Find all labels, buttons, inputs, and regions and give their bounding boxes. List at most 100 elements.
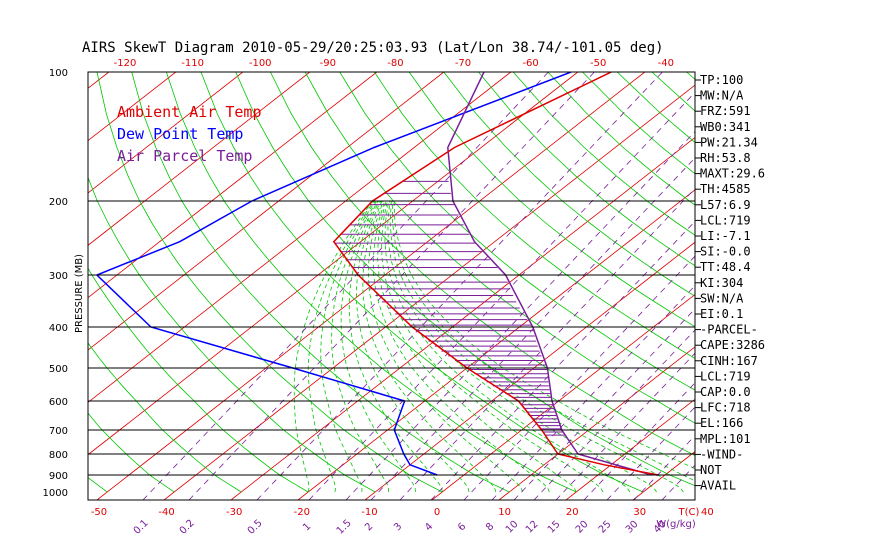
moist-adiabat-line [320, 200, 376, 493]
isotherm-line [834, 72, 870, 500]
mixing-ratio-tick-label: 2 [363, 521, 375, 533]
bottom-temp-tick-label: 30 [633, 507, 646, 518]
index-value: LFC:718 [700, 401, 751, 415]
index-value: L57:6.9 [700, 198, 751, 212]
legend: Ambient Air Temp Dew Point Temp Air Parcel… [117, 103, 262, 165]
isotherm-line [297, 189, 695, 500]
chart-title: AIRS SkewT Diagram 2010-05-29/20:25:03.9… [82, 40, 664, 56]
mixing-ratio-tick-label: 6 [456, 521, 468, 533]
index-value: CAPE:3286 [700, 338, 765, 352]
moist-adiabat-line [331, 200, 389, 493]
mixing-ratio-line [430, 220, 695, 500]
mixing-ratio-tick-label: 20 [574, 519, 591, 536]
isotherm-line [565, 398, 695, 500]
dry-adiabat-line [791, 72, 870, 492]
moist-adiabat-line [393, 200, 695, 470]
index-value: CINH:167 [700, 354, 758, 368]
dry-adiabat-line [131, 72, 510, 493]
mixing-ratio-line [513, 308, 695, 500]
index-value: TP:100 [700, 73, 743, 87]
bottom-temp-tick-label: -30 [226, 507, 242, 518]
dry-adiabat-line [756, 72, 870, 492]
isotherm-line [88, 72, 311, 246]
index-value: RH:53.8 [700, 151, 751, 165]
mixing-ratio-line [345, 130, 695, 500]
mixing-ratio-tick-label: 1.5 [335, 518, 354, 537]
bottom-temp-tick-label: -10 [361, 507, 377, 518]
mixing-ratio-line [256, 72, 663, 500]
dew-point-temp-line [95, 72, 572, 476]
index-value: -PARCEL- [700, 323, 758, 337]
index-value: LCL:719 [700, 369, 751, 383]
index-value: FRZ:591 [700, 104, 751, 118]
bottom-temp-tick-label: 20 [566, 507, 579, 518]
pressure-tick-label: 1000 [43, 488, 68, 499]
dry-adiabat-line [825, 72, 870, 492]
mixing-ratio-line [491, 285, 695, 500]
top-temp-tick-label: -100 [249, 58, 272, 69]
pressure-tick-label: 600 [49, 397, 68, 408]
dry-adiabat-line [88, 267, 309, 493]
pressure-tick-label: 200 [49, 197, 68, 208]
mixing-ratio-unit-label: W(g/kg) [656, 519, 696, 530]
isotherm-line [88, 72, 244, 194]
dry-adiabat-line [88, 342, 242, 493]
isotherm-line [767, 72, 870, 500]
bottom-temp-tick-label: 10 [498, 507, 511, 518]
top-temp-tick-label: -40 [658, 58, 674, 69]
pressure-tick-label: 500 [49, 364, 68, 375]
index-value: TT:48.4 [700, 260, 751, 274]
mixing-ratio-tick-label: 0.1 [132, 518, 151, 537]
index-value: KI:304 [700, 276, 743, 290]
dry-adiabat-line [200, 72, 644, 493]
pressure-tick-label: 800 [49, 450, 68, 461]
index-value: AVAIL [700, 479, 736, 493]
temp-unit-label: T(C) [678, 507, 700, 518]
mixing-ratio-line [463, 255, 695, 500]
top-temp-tick-label: -80 [387, 58, 403, 69]
legend-entry: Air Parcel Temp [117, 147, 252, 165]
dry-adiabat-line [270, 72, 695, 456]
ambient-air-temp-line [332, 72, 659, 476]
isotherm-line [88, 72, 512, 403]
top-temp-tick-label: -70 [455, 58, 471, 69]
mixing-ratio-tick-label: 0.2 [178, 518, 197, 537]
mixing-ratio-tick-label: 10 [504, 519, 521, 536]
index-value: NOT [700, 463, 722, 477]
bottom-temp-tick-label: -50 [91, 507, 107, 518]
index-value: TH:4585 [700, 182, 751, 196]
dry-adiabat-line [0, 72, 40, 492]
mixing-ratio-tick-label: 1 [301, 521, 313, 533]
index-value: EL:166 [700, 416, 743, 430]
dry-adiabat-line [512, 72, 695, 236]
dry-adiabat-line [408, 72, 695, 328]
isobar-lines [87, 71, 696, 501]
isotherm-line [498, 346, 695, 500]
index-value: CAP:0.0 [700, 385, 751, 399]
bottom-temp-tick-label: -40 [158, 507, 174, 518]
dry-adiabat-line [443, 72, 695, 297]
index-value: PW:21.34 [700, 135, 758, 149]
plot-grid [0, 72, 870, 500]
isotherm-line [230, 136, 695, 500]
cape-hatching [334, 180, 565, 436]
pressure-tick-label: 900 [49, 471, 68, 482]
legend-entry: Dew Point Temp [117, 125, 243, 143]
legend-entry: Ambient Air Temp [117, 103, 262, 121]
dry-adiabat-line [88, 412, 175, 493]
pressure-tick-label: 700 [49, 426, 68, 437]
dry-adiabat-line [374, 72, 695, 359]
bottom-temp-tick-label: -20 [294, 507, 310, 518]
pressure-tick-label: 400 [49, 323, 68, 334]
mixing-ratio-tick-label: 8 [484, 521, 496, 533]
index-value: -WIND- [700, 447, 743, 461]
dry-adiabat-line [339, 72, 695, 391]
dry-adiabat-line [88, 176, 376, 493]
isotherm-line [88, 72, 378, 299]
index-value: MW:N/A [700, 89, 744, 103]
dry-adiabat-line [651, 72, 695, 112]
isotherm-line [0, 72, 42, 500]
isotherm-line [88, 72, 445, 351]
